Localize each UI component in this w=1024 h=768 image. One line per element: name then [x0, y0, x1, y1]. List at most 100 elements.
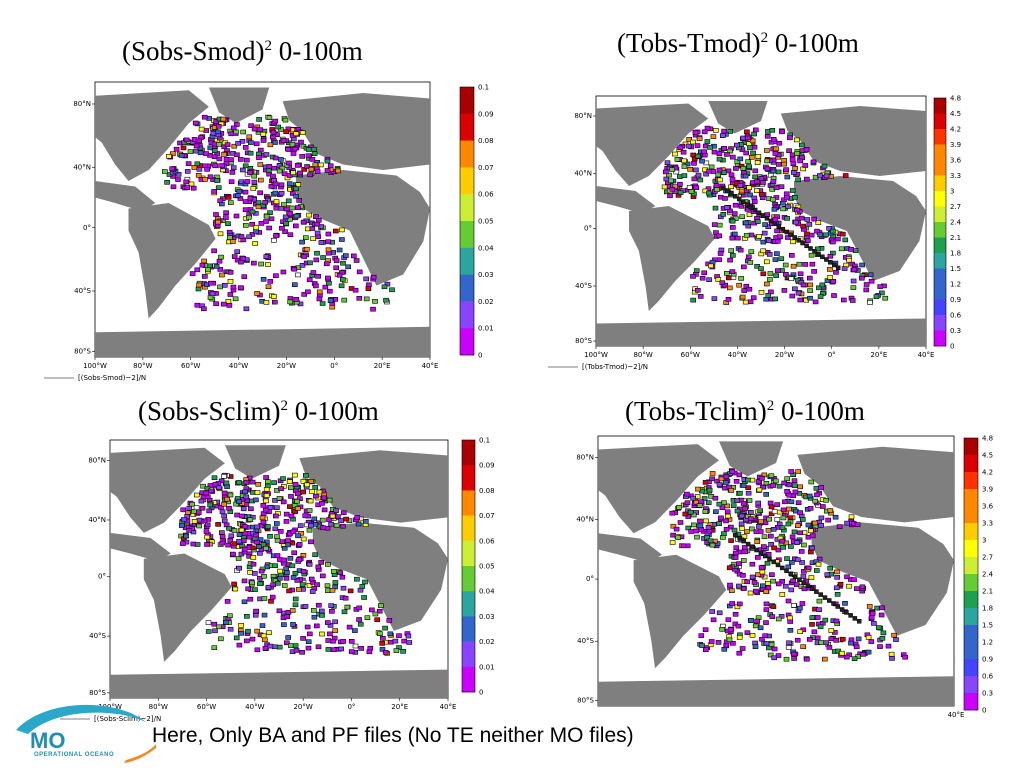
obs-marker: [241, 274, 248, 280]
obs-marker: [804, 243, 809, 249]
obs-marker: [682, 511, 689, 517]
lat-tick-label: 0°: [584, 225, 592, 233]
obs-marker: [731, 527, 738, 533]
obs-marker: [868, 615, 875, 620]
obs-marker: [780, 206, 786, 212]
obs-marker: [797, 158, 804, 164]
obs-marker: [711, 296, 718, 301]
obs-marker: [751, 580, 758, 585]
obs-marker: [313, 283, 319, 289]
obs-marker: [848, 247, 854, 252]
colorbar-label: 1.8: [950, 250, 961, 258]
obs-marker: [785, 598, 792, 604]
obs-marker: [770, 137, 777, 142]
obs-marker: [716, 501, 723, 507]
obs-marker: [228, 200, 234, 205]
lon-tick-label: 60°W: [681, 351, 700, 359]
obs-marker: [356, 295, 363, 301]
obs-marker: [839, 231, 846, 237]
lon-tick-label: 60°W: [181, 362, 200, 370]
obs-marker: [234, 122, 240, 127]
obs-marker: [275, 124, 282, 130]
obs-marker: [764, 134, 771, 139]
obs-marker: [776, 140, 783, 146]
lat-tick-label: 40°N: [574, 170, 592, 178]
obs-marker: [725, 275, 732, 281]
obs-marker: [726, 565, 733, 571]
obs-marker: [363, 276, 370, 282]
obs-marker: [325, 239, 332, 244]
obs-marker: [792, 286, 798, 292]
obs-marker: [709, 476, 715, 482]
obs-marker: [699, 158, 705, 164]
obs-marker: [827, 598, 832, 603]
obs-marker: [339, 237, 345, 242]
obs-marker: [232, 296, 239, 302]
obs-marker: [736, 650, 743, 656]
obs-marker: [835, 236, 841, 242]
obs-marker: [877, 644, 883, 649]
obs-marker: [252, 241, 258, 246]
obs-marker: [353, 258, 360, 263]
obs-marker: [786, 148, 792, 153]
obs-marker: [812, 249, 817, 254]
obs-marker: [816, 607, 822, 613]
obs-marker: [677, 520, 684, 525]
obs-marker: [672, 184, 679, 189]
obs-marker: [879, 635, 886, 641]
obs-marker: [299, 130, 306, 135]
obs-marker: [848, 640, 854, 646]
obs-marker: [754, 263, 760, 269]
obs-marker: [743, 150, 750, 156]
obs-marker: [227, 235, 233, 240]
obs-marker: [778, 256, 785, 262]
obs-marker: [690, 522, 697, 528]
obs-marker: [878, 612, 885, 618]
lon-tick-label: 80°W: [633, 351, 652, 359]
obs-marker: [736, 601, 743, 607]
obs-marker: [251, 179, 258, 185]
obs-marker: [766, 516, 773, 522]
obs-marker: [737, 535, 742, 541]
obs-marker: [824, 257, 829, 262]
obs-marker: [818, 522, 824, 528]
colorbar-label: 1.2: [982, 639, 993, 647]
obs-marker: [764, 158, 770, 164]
obs-marker: [756, 524, 762, 529]
land-mass: [128, 203, 216, 319]
obs-marker: [805, 565, 812, 571]
obs-marker: [787, 627, 794, 633]
land-mass: [312, 522, 448, 631]
lon-tick-label: 100°W: [83, 362, 107, 370]
obs-marker: [719, 280, 726, 286]
obs-marker: [286, 217, 293, 222]
colorbar-label: 2.1: [982, 588, 993, 596]
obs-marker: [806, 275, 813, 281]
obs-marker: [769, 572, 775, 578]
obs-marker: [734, 498, 741, 504]
obs-marker: [772, 257, 779, 262]
obs-marker: [779, 525, 786, 531]
map-caption: [(Sobs-Smod)~2]/N: [78, 374, 146, 382]
obs-marker: [706, 168, 712, 174]
obs-marker: [723, 526, 730, 532]
obs-marker: [775, 581, 782, 587]
obs-marker: [779, 592, 786, 597]
obs-marker: [774, 517, 781, 522]
obs-marker: [265, 168, 272, 173]
obs-marker: [863, 287, 870, 293]
obs-marker: [327, 298, 334, 304]
obs-marker: [774, 239, 781, 244]
obs-marker: [735, 235, 741, 241]
obs-marker: [189, 271, 196, 276]
colorbar-segment: [964, 540, 978, 558]
colorbar-segment: [934, 129, 946, 145]
obs-marker: [806, 493, 813, 499]
obs-marker: [762, 633, 769, 639]
obs-marker: [789, 188, 796, 193]
obs-marker: [687, 509, 694, 515]
obs-marker: [754, 219, 761, 224]
obs-marker: [758, 266, 764, 271]
obs-marker: [765, 292, 772, 298]
